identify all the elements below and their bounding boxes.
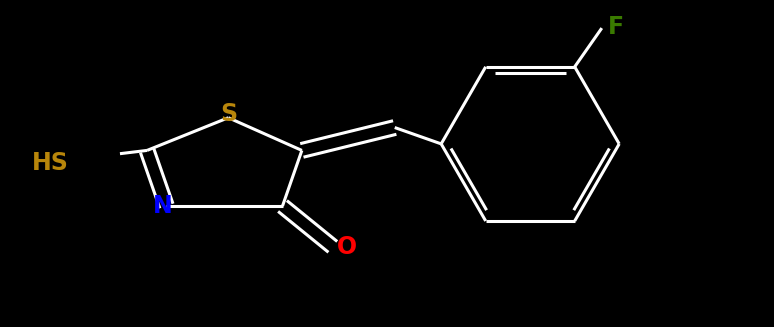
Text: F: F — [608, 14, 624, 39]
Text: S: S — [220, 102, 237, 126]
Text: O: O — [337, 235, 357, 259]
Text: HS: HS — [32, 151, 69, 176]
Text: N: N — [152, 194, 173, 218]
